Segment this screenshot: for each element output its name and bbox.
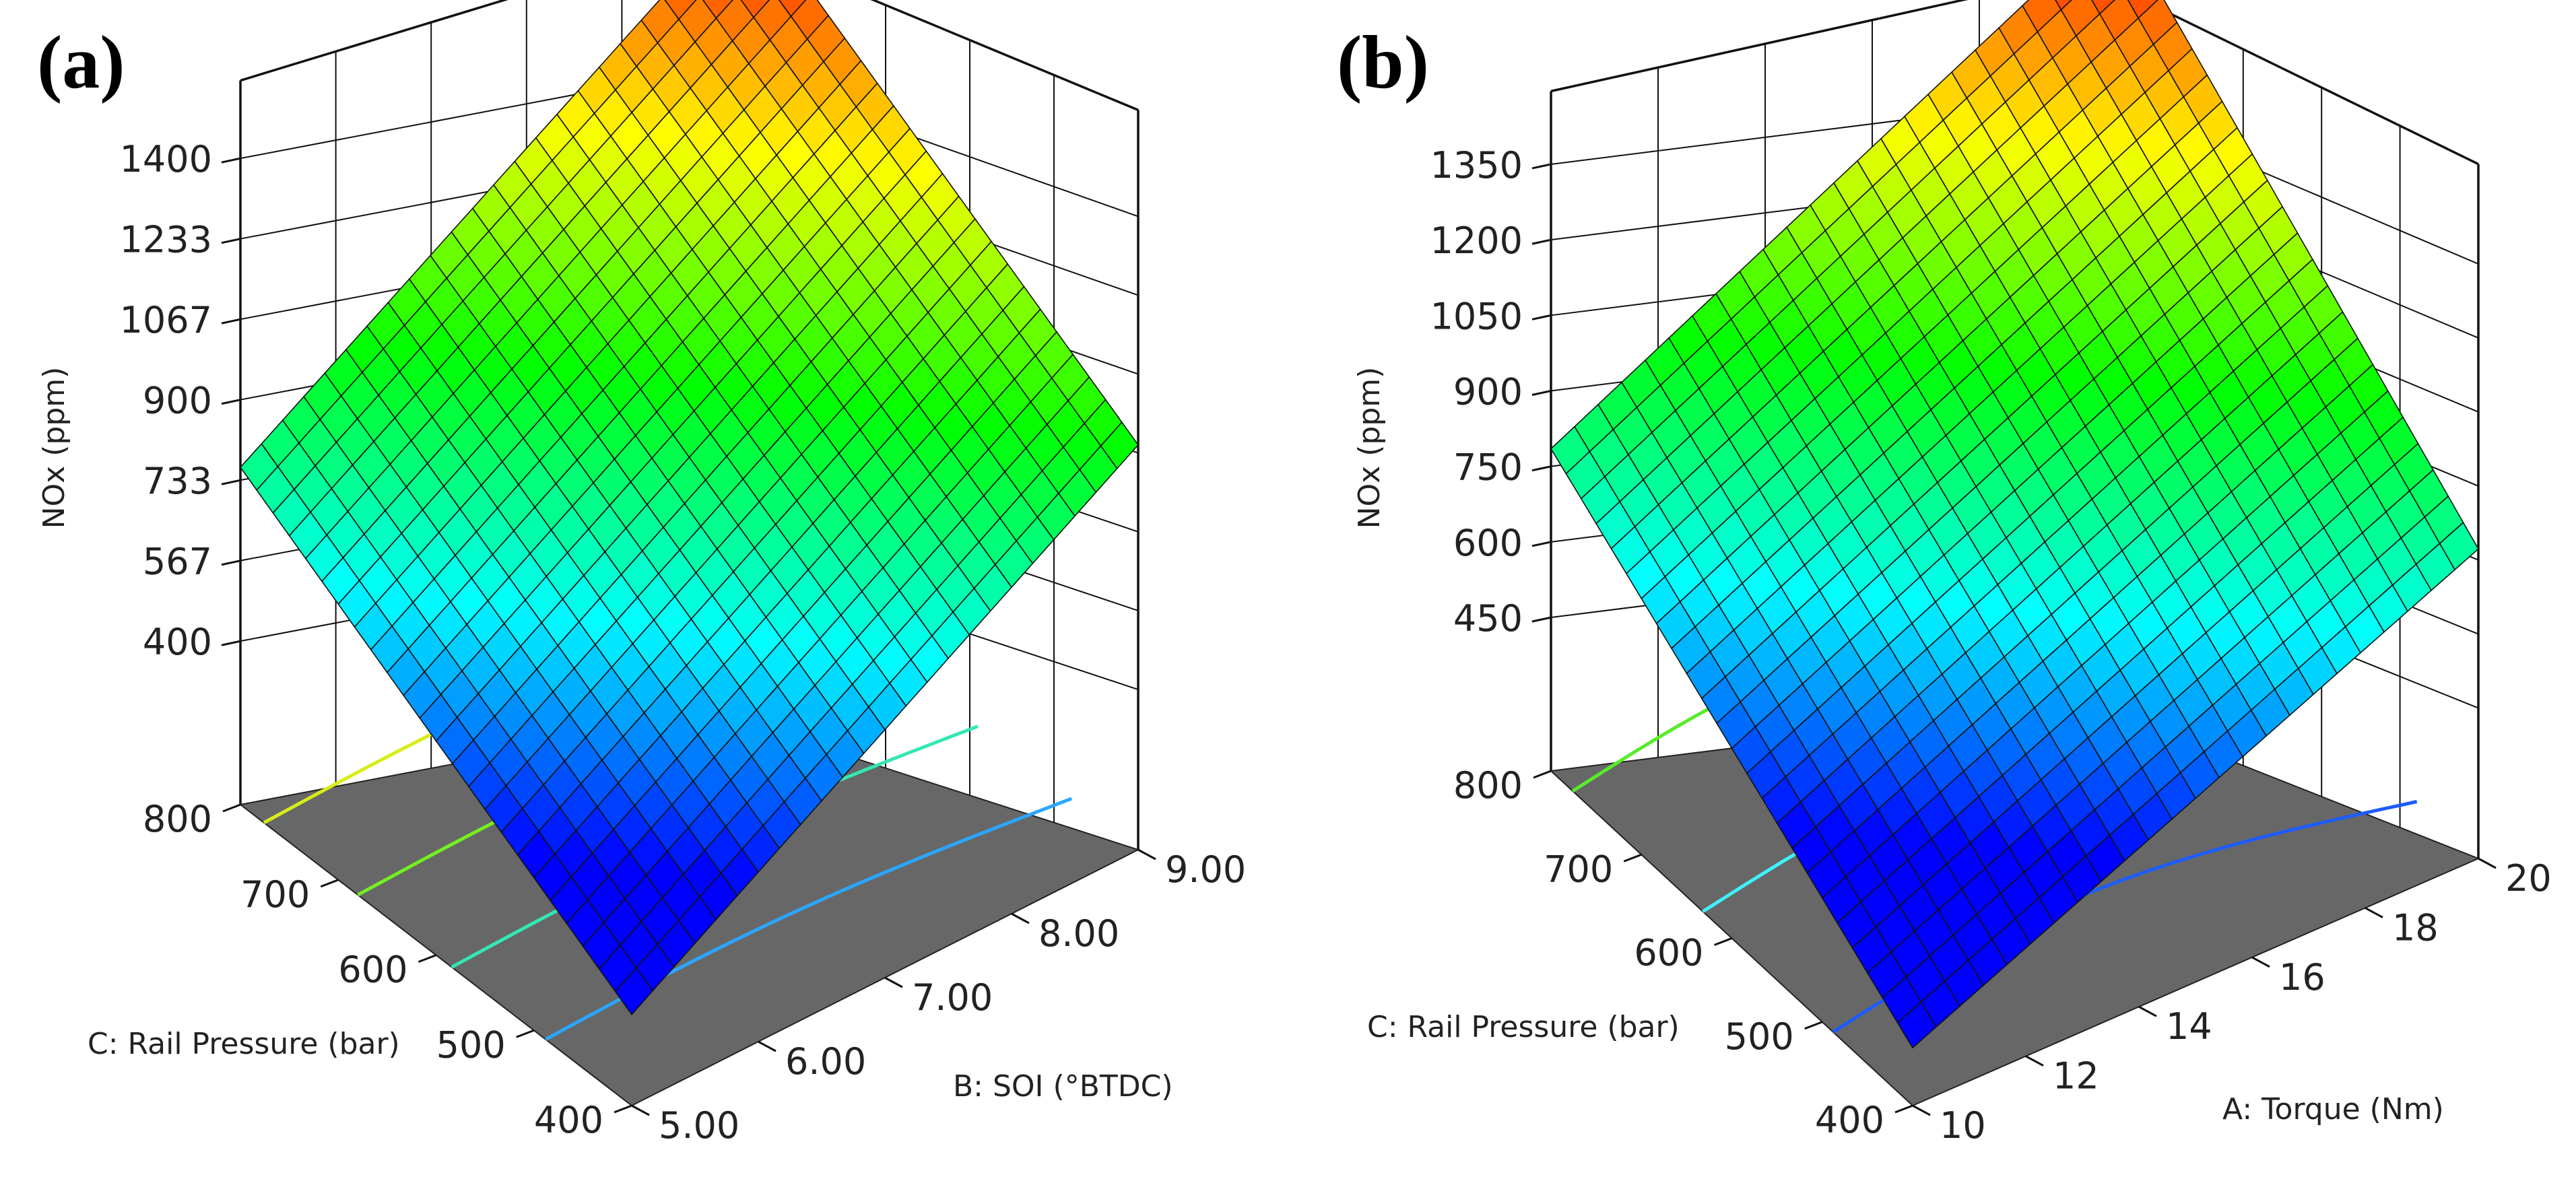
z-tick bbox=[221, 479, 241, 485]
x-tick-label: 5.00 bbox=[659, 1104, 739, 1147]
z-tick bbox=[1531, 465, 1552, 472]
x-tick bbox=[2138, 1005, 2157, 1017]
z-tick bbox=[1531, 238, 1552, 245]
y-axis-title: C: Rail Pressure (bar) bbox=[1367, 1010, 1680, 1044]
z-axis-title: NOx (ppm) bbox=[37, 367, 71, 529]
z-axis-title: NOx (ppm) bbox=[1352, 367, 1387, 529]
surface bbox=[1550, 0, 2479, 1048]
z-tick-label: 450 bbox=[1453, 597, 1523, 640]
y-tick-label: 800 bbox=[143, 798, 212, 840]
z-tick-label: 900 bbox=[143, 380, 212, 422]
y-tick-label: 600 bbox=[338, 949, 407, 991]
y-tick-label: 500 bbox=[1725, 1015, 1794, 1058]
z-tick-label: 1200 bbox=[1430, 220, 1523, 262]
z-tick bbox=[221, 318, 241, 325]
z-tick-label: 750 bbox=[1453, 446, 1523, 489]
x-tick bbox=[1912, 1104, 1931, 1116]
x-tick bbox=[631, 1104, 650, 1116]
x-tick-label: 20 bbox=[2505, 857, 2552, 900]
x-tick-label: 7.00 bbox=[912, 976, 993, 1019]
y-axis-title: C: Rail Pressure (bar) bbox=[88, 1027, 400, 1061]
y-tick bbox=[1894, 1104, 1913, 1114]
panel-b: (b)1350 1200 1050 900 750 600 450 NOx (ppm) 10 12… bbox=[1337, 0, 2552, 1147]
z-tick bbox=[1531, 616, 1552, 623]
x-tick-label: 8.00 bbox=[1038, 912, 1119, 955]
z-tick-label: 733 bbox=[143, 460, 212, 502]
surface-cell bbox=[2055, 0, 2073, 11]
surface bbox=[240, 0, 1139, 1015]
frame-top bbox=[1550, 0, 2479, 166]
y-tick-label: 500 bbox=[436, 1023, 506, 1066]
y-tick-label: 400 bbox=[1815, 1099, 1884, 1141]
x-tick bbox=[2365, 907, 2383, 918]
y-tick bbox=[320, 879, 339, 888]
frame-top bbox=[240, 0, 1139, 112]
y-tick bbox=[1533, 770, 1552, 779]
x-tick-label: 6.00 bbox=[785, 1040, 866, 1083]
surface-cell bbox=[1896, 1001, 1937, 1048]
z-tick bbox=[221, 399, 241, 405]
x-tick bbox=[2025, 1055, 2044, 1067]
x-tick bbox=[1137, 848, 1156, 861]
x-tick-label: 18 bbox=[2392, 906, 2439, 949]
z-tick-label: 567 bbox=[143, 541, 212, 583]
z-tick bbox=[1531, 390, 1552, 396]
y-tick bbox=[516, 1029, 535, 1038]
y-tick-label: 700 bbox=[240, 873, 310, 916]
y-tick bbox=[614, 1104, 632, 1114]
z-tick bbox=[1531, 314, 1552, 321]
surface-cell bbox=[614, 967, 654, 1015]
y-tick-label: 400 bbox=[534, 1099, 603, 1141]
x-tick bbox=[2478, 857, 2497, 869]
x-tick bbox=[884, 976, 903, 988]
z-tick bbox=[221, 640, 241, 646]
z-tick-label: 900 bbox=[1453, 370, 1523, 413]
z-tick-label: 600 bbox=[1453, 522, 1523, 564]
panel-a: (a) 1400 1233 1067 900 733 567 400 NOx (ppm) 5.00… bbox=[37, 0, 1246, 1147]
x-tick-label: 9.00 bbox=[1165, 848, 1246, 891]
z-tick-label: 1233 bbox=[120, 219, 212, 261]
x-axis-title: A: Torque (Nm) bbox=[2222, 1092, 2444, 1126]
z-tick bbox=[1531, 163, 1552, 170]
y-tick-label: 600 bbox=[1634, 932, 1703, 974]
z-tick bbox=[221, 560, 241, 566]
x-tick bbox=[2251, 956, 2270, 968]
y-tick-label: 800 bbox=[1453, 764, 1523, 807]
x-tick-label: 10 bbox=[1940, 1104, 1986, 1147]
panel-label: (b) bbox=[1337, 21, 1429, 104]
y-tick bbox=[1623, 853, 1642, 863]
y-tick bbox=[222, 803, 241, 813]
x-tick bbox=[758, 1040, 777, 1052]
x-tick-label: 14 bbox=[2166, 1005, 2212, 1048]
panel-label: (a) bbox=[37, 21, 125, 104]
x-tick-label: 12 bbox=[2053, 1055, 2099, 1098]
y-tick bbox=[1804, 1021, 1823, 1030]
z-tick-label: 1350 bbox=[1430, 144, 1523, 187]
z-tick-label: 400 bbox=[143, 621, 212, 663]
x-axis-title: B: SOI (°BTDC) bbox=[953, 1069, 1173, 1104]
x-tick bbox=[1011, 912, 1030, 924]
z-tick bbox=[221, 157, 241, 164]
y-tick bbox=[1713, 937, 1733, 946]
z-tick-label: 1067 bbox=[120, 299, 212, 341]
y-tick-label: 700 bbox=[1544, 848, 1613, 890]
surface-cell bbox=[2091, 0, 2116, 15]
z-tick-label: 1400 bbox=[120, 138, 212, 180]
y-tick bbox=[418, 954, 437, 963]
z-tick bbox=[221, 238, 241, 244]
z-tick-label: 1050 bbox=[1430, 295, 1523, 337]
x-tick-label: 16 bbox=[2279, 956, 2325, 999]
z-tick bbox=[1531, 541, 1552, 547]
